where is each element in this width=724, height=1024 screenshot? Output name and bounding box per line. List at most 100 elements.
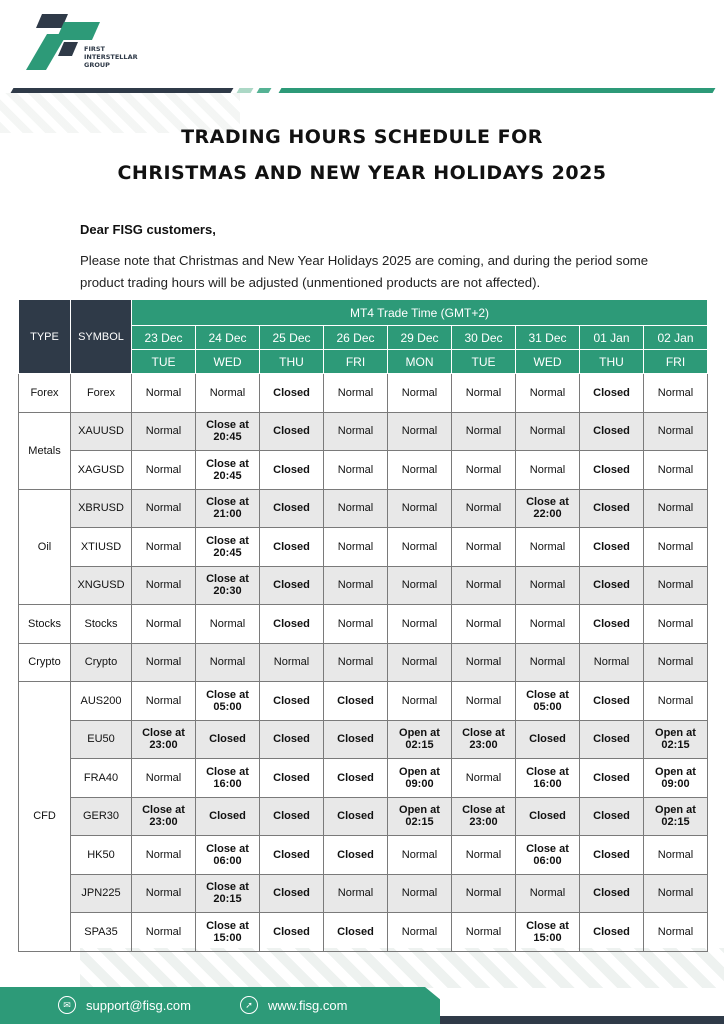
date-header: 02 Jan: [643, 325, 708, 350]
mail-icon: ✉: [58, 996, 76, 1014]
symbol-cell: JPN225: [70, 873, 132, 913]
symbol-cell: EU50: [70, 719, 132, 759]
schedule-cell: Closed: [579, 719, 644, 759]
schedule-cell: Closed: [323, 758, 388, 798]
schedule-cell: Close at 21:00: [195, 488, 260, 528]
schedule-cell: Closed: [259, 411, 324, 451]
schedule-cell: Normal: [515, 873, 580, 913]
schedule-cell: Open at 02:15: [387, 796, 452, 836]
table-row: Stocks Stocks Normal Normal Closed Normal Norm…: [18, 604, 708, 644]
footer-dark-band: [440, 1016, 724, 1024]
schedule-cell: Normal: [323, 642, 388, 682]
schedule-cell: Normal: [323, 411, 388, 451]
schedule-cell: Normal: [323, 527, 388, 567]
table-row: EU50 Close at 23:00 Closed Closed Closed Open …: [19, 719, 708, 759]
footer-email[interactable]: ✉ support@fisg.com: [58, 996, 191, 1014]
schedule-cell: Normal: [323, 565, 388, 605]
schedule-cell: Closed: [323, 796, 388, 836]
schedule-cell: Closed: [195, 719, 260, 759]
day-header: WED: [195, 349, 260, 374]
schedule-cell: Normal: [451, 642, 516, 682]
type-cell: Metals: [18, 411, 71, 490]
symbol-cell: FRA40: [70, 758, 132, 798]
group-header: MT4 Trade Time (GMT+2): [131, 299, 708, 326]
logo-text: FIRST INTERSTELLAR GROUP: [84, 45, 138, 69]
schedule-cell: Close at 23:00: [131, 719, 196, 759]
schedule-cell: Close at 20:45: [195, 411, 260, 451]
schedule-cell: Closed: [579, 835, 644, 875]
schedule-cell: Normal: [515, 411, 580, 451]
schedule-cell: Closed: [579, 796, 644, 836]
schedule-cell: Normal: [451, 604, 516, 644]
day-header: FRI: [643, 349, 708, 374]
schedule-cell: Normal: [451, 488, 516, 528]
title-line-1: TRADING HOURS SCHEDULE FOR: [181, 126, 543, 148]
schedule-cell: Closed: [579, 912, 644, 952]
schedule-cell: Normal: [323, 373, 388, 413]
schedule-cell: Normal: [131, 488, 196, 528]
date-header: 29 Dec: [387, 325, 452, 350]
schedule-cell: Normal: [643, 565, 708, 605]
schedule-cell: Normal: [451, 450, 516, 490]
schedule-cell: Normal: [387, 527, 452, 567]
schedule-cell: Closed: [259, 873, 324, 913]
schedule-cell: Normal: [195, 373, 260, 413]
schedule-cell: Normal: [643, 450, 708, 490]
day-header: THU: [579, 349, 644, 374]
schedule-cell: Closed: [323, 912, 388, 952]
table-row: FRA40 Normal Close at 16:00 Closed Closed Open…: [19, 758, 708, 798]
title-line-2: CHRISTMAS AND NEW YEAR HOLIDAYS 2025: [117, 162, 607, 184]
table-row: CFD AUS200 Normal Close at 05:00 Closed Closed…: [18, 681, 708, 952]
day-header: MON: [387, 349, 452, 374]
schedule-cell: Normal: [579, 642, 644, 682]
schedule-cell: Normal: [451, 758, 516, 798]
website-link[interactable]: www.fisg.com: [268, 997, 348, 1013]
schedule-cell: Normal: [643, 912, 708, 952]
schedule-cell: Closed: [259, 488, 324, 528]
schedule-cell: Normal: [643, 411, 708, 451]
email-link[interactable]: support@fisg.com: [86, 997, 191, 1013]
schedule-cell: Open at 09:00: [387, 758, 452, 798]
background-pattern: [0, 93, 240, 133]
date-header: 26 Dec: [323, 325, 388, 350]
date-header: 23 Dec: [131, 325, 196, 350]
table-row: Metals XAUUSD Normal Close at 20:45 Closed Nor…: [18, 411, 708, 490]
trading-hours-table: TYPE SYMBOL MT4 Trade Time (GMT+2) 23 De…: [18, 299, 708, 952]
logo: [26, 14, 100, 70]
type-cell: Stocks: [18, 604, 71, 644]
symbol-cell: XTIUSD: [70, 527, 132, 567]
schedule-cell: Normal: [643, 642, 708, 682]
schedule-cell: Closed: [579, 411, 644, 451]
schedule-cell: Normal: [643, 835, 708, 875]
schedule-cell: Normal: [643, 373, 708, 413]
logo-line: INTERSTELLAR: [84, 53, 138, 61]
symbol-cell: Forex: [70, 373, 132, 413]
schedule-cell: Close at 22:00: [515, 488, 580, 528]
schedule-cell: Close at 20:30: [195, 565, 260, 605]
schedule-cell: Normal: [131, 450, 196, 490]
schedule-cell: Open at 02:15: [387, 719, 452, 759]
schedule-cell: Normal: [451, 565, 516, 605]
day-header: WED: [515, 349, 580, 374]
schedule-cell: Normal: [259, 642, 324, 682]
symbol-cell: GER30: [70, 796, 132, 836]
schedule-cell: Normal: [131, 912, 196, 952]
schedule-cell: Normal: [451, 912, 516, 952]
schedule-cell: Normal: [387, 450, 452, 490]
schedule-cell: Closed: [323, 719, 388, 759]
schedule-cell: Normal: [451, 527, 516, 567]
schedule-cell: Normal: [195, 642, 260, 682]
schedule-cell: Normal: [387, 565, 452, 605]
schedule-cell: Closed: [259, 719, 324, 759]
schedule-cell: Normal: [131, 681, 196, 721]
table-row: Oil XBRUSD Normal Close at 21:00 Closed Normal…: [18, 488, 708, 605]
schedule-cell: Closed: [579, 604, 644, 644]
schedule-cell: Closed: [579, 758, 644, 798]
schedule-cell: Normal: [387, 411, 452, 451]
schedule-cell: Closed: [259, 565, 324, 605]
schedule-cell: Closed: [259, 835, 324, 875]
schedule-cell: Normal: [131, 373, 196, 413]
footer-website[interactable]: ➚ www.fisg.com: [240, 996, 347, 1014]
date-header: 30 Dec: [451, 325, 516, 350]
schedule-cell: Closed: [579, 488, 644, 528]
